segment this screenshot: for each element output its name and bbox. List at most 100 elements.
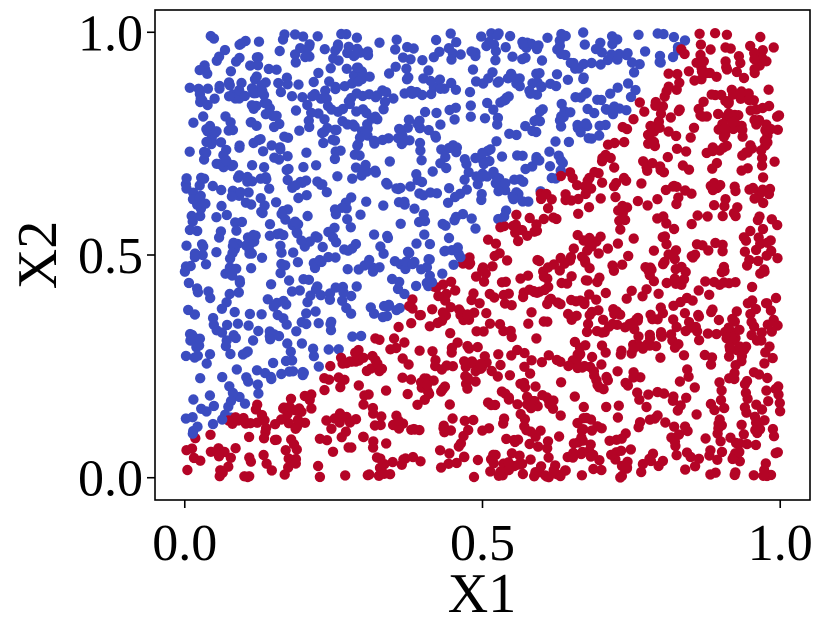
data-point <box>492 112 504 124</box>
data-point <box>445 425 457 436</box>
data-point <box>740 341 752 352</box>
data-point <box>437 268 448 279</box>
data-point <box>570 92 581 103</box>
data-point <box>375 453 386 464</box>
data-point <box>492 371 503 382</box>
data-point <box>592 421 603 432</box>
data-point <box>663 68 674 79</box>
data-point <box>501 255 513 266</box>
data-point <box>252 379 263 390</box>
data-point <box>654 161 666 172</box>
data-point <box>658 388 670 399</box>
data-point <box>772 447 783 458</box>
data-point <box>499 298 511 309</box>
data-point <box>434 74 446 85</box>
data-point <box>416 155 427 166</box>
data-point <box>447 413 458 424</box>
data-point <box>582 318 594 330</box>
data-point <box>418 73 429 84</box>
data-point <box>414 115 425 127</box>
data-point <box>578 401 589 413</box>
data-point <box>700 433 711 444</box>
data-point <box>734 446 745 458</box>
data-point <box>415 145 426 156</box>
data-point <box>712 428 723 439</box>
data-point <box>761 385 772 396</box>
data-point <box>679 421 691 432</box>
data-point <box>710 237 721 249</box>
data-point <box>197 249 208 261</box>
data-point <box>711 328 722 340</box>
data-point <box>757 172 769 183</box>
data-point <box>472 454 484 466</box>
data-point <box>217 371 228 383</box>
data-point <box>195 455 206 466</box>
data-point <box>196 172 207 183</box>
data-point <box>419 394 430 405</box>
data-point <box>324 76 335 87</box>
data-point <box>411 169 422 180</box>
data-point <box>290 180 301 191</box>
data-point <box>187 428 198 439</box>
data-point <box>748 367 760 378</box>
data-point <box>749 114 760 126</box>
data-point <box>189 309 201 320</box>
data-point <box>294 125 305 136</box>
data-point <box>705 44 716 55</box>
data-point <box>650 96 661 108</box>
data-point <box>433 290 444 302</box>
data-point <box>759 358 770 369</box>
data-point <box>188 394 199 405</box>
data-point <box>251 52 263 63</box>
data-point <box>364 71 375 82</box>
data-point <box>389 256 401 267</box>
data-point <box>727 313 738 325</box>
data-point <box>325 63 336 74</box>
data-point <box>437 307 449 318</box>
data-point <box>581 326 593 338</box>
data-point <box>470 376 481 387</box>
data-point <box>595 37 606 48</box>
data-point <box>463 424 474 436</box>
data-point <box>544 161 556 172</box>
data-point <box>534 106 546 117</box>
data-point <box>525 403 537 414</box>
data-point <box>681 392 692 403</box>
data-point <box>758 197 769 209</box>
data-point <box>507 51 518 62</box>
data-point <box>269 434 281 446</box>
data-point <box>551 213 562 225</box>
data-point <box>563 360 574 372</box>
data-point <box>423 124 434 136</box>
data-point <box>244 248 255 259</box>
data-point <box>573 208 584 219</box>
data-point <box>580 118 591 129</box>
data-point <box>544 146 555 157</box>
data-point <box>600 287 611 299</box>
data-point <box>208 33 220 44</box>
data-point <box>616 433 627 444</box>
data-point <box>282 338 293 349</box>
data-point <box>752 255 764 267</box>
data-point <box>517 468 529 480</box>
data-point <box>714 377 725 388</box>
data-point <box>765 235 776 246</box>
data-point <box>750 424 761 436</box>
data-point <box>382 301 394 312</box>
data-point <box>410 280 422 292</box>
data-point <box>751 104 762 115</box>
data-point <box>724 341 735 352</box>
data-point <box>303 115 314 127</box>
data-point <box>679 308 691 319</box>
data-point <box>444 399 455 410</box>
data-point <box>509 73 521 84</box>
data-point <box>289 29 301 40</box>
data-point <box>332 42 343 53</box>
data-point <box>731 306 742 317</box>
data-point <box>281 319 292 330</box>
data-point <box>401 74 413 85</box>
data-point <box>538 213 549 225</box>
data-point <box>354 132 366 143</box>
data-point <box>696 66 708 77</box>
data-point <box>572 417 583 429</box>
